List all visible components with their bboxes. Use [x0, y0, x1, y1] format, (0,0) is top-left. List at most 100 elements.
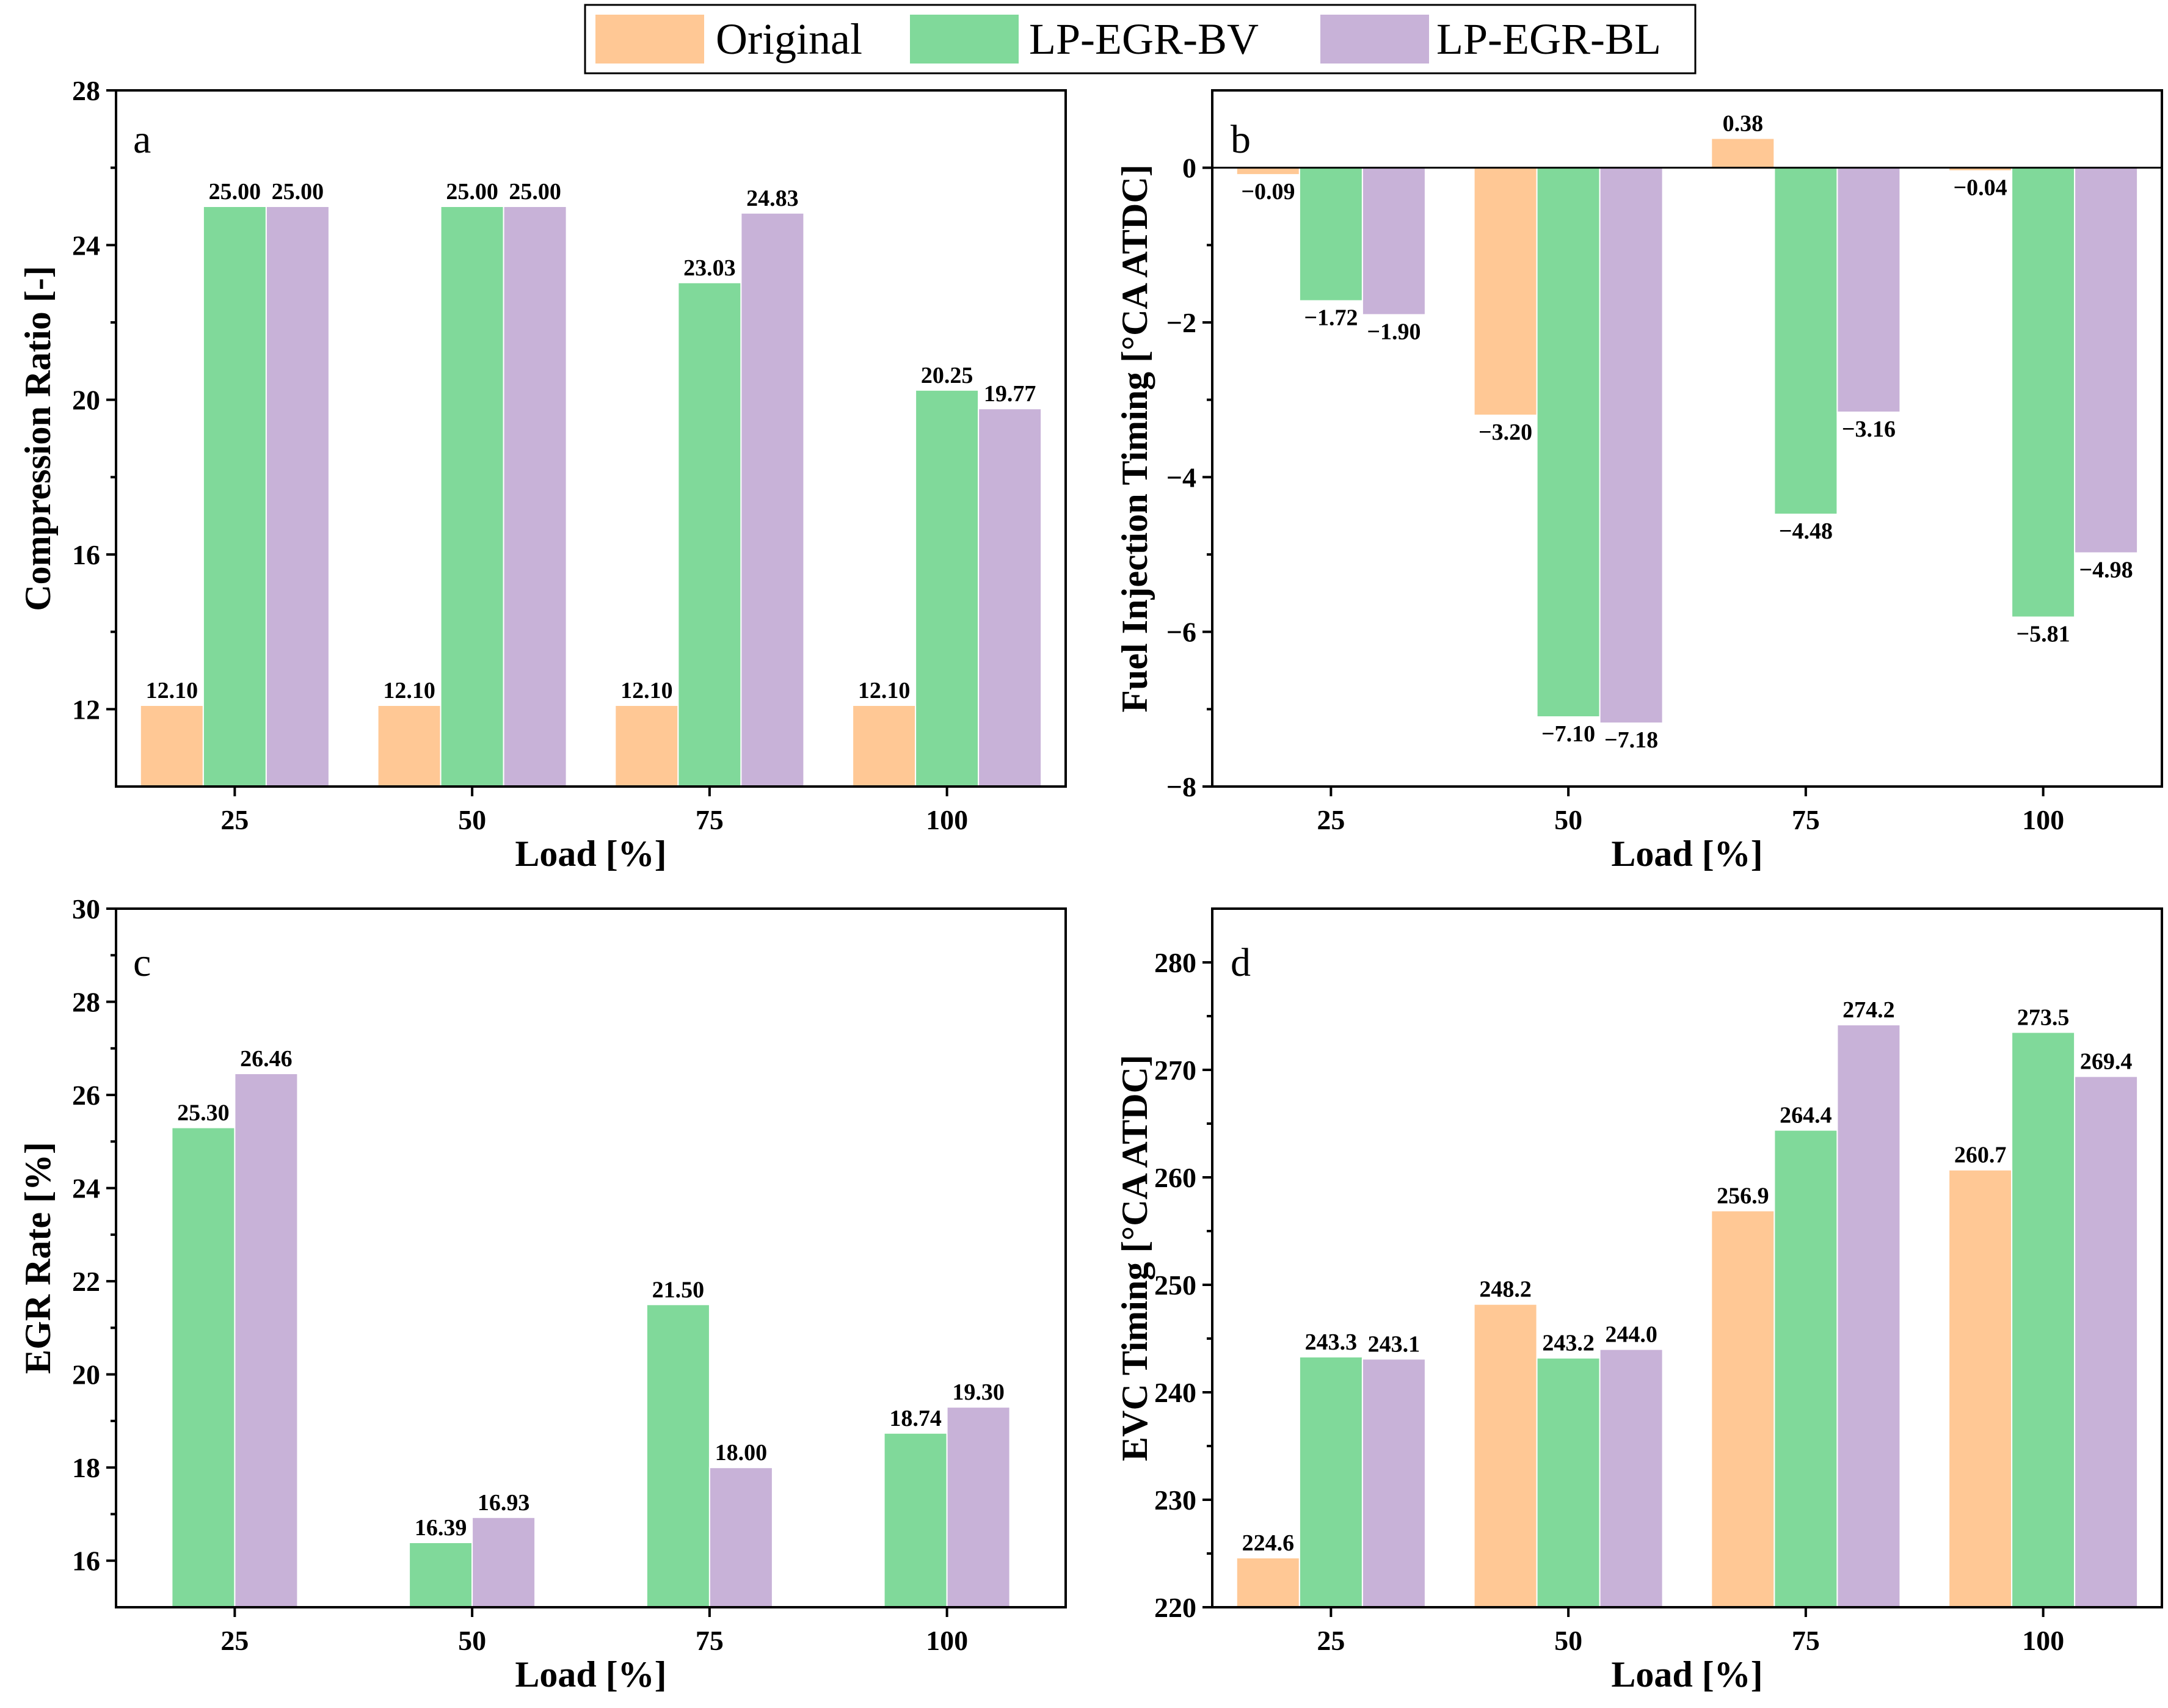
bar-d-lp-egr-bv-75	[1773, 1129, 1838, 1608]
y-tick-label-c: 20	[72, 1359, 100, 1390]
bar-a-lp-egr-bv-50	[440, 206, 504, 787]
y-tick-label-b: −6	[1166, 617, 1196, 648]
data-label-a-original-75: 12.10	[620, 678, 673, 703]
bar-b-lp-egr-bl-25	[1361, 167, 1426, 316]
bar-c-lp-egr-bv-25	[171, 1127, 236, 1608]
plot-frame-a	[115, 89, 1067, 788]
bar-a-lp-egr-bl-50	[503, 206, 567, 787]
data-label-c-lp-egr-bv-50: 16.39	[415, 1515, 467, 1541]
x-tick-label-c: 25	[220, 1625, 249, 1656]
y-tick-label-d: 260	[1154, 1162, 1196, 1193]
bar-b-original-25	[1235, 167, 1300, 176]
y-tick-label-d: 230	[1154, 1485, 1196, 1516]
y-tick-label-c: 26	[72, 1080, 100, 1111]
panel-letter-c: c	[133, 940, 151, 985]
bar-b-lp-egr-bl-75	[1836, 167, 1901, 413]
x-tick-label-d: 25	[1317, 1625, 1345, 1656]
data-label-a-lp-egr-bl-25: 25.00	[272, 179, 324, 205]
bar-a-lp-egr-bl-100	[978, 408, 1042, 787]
bar-a-lp-egr-bl-75	[740, 212, 805, 787]
y-axis-title-a: Compression Ratio [-]	[18, 266, 58, 611]
bar-b-lp-egr-bv-50	[1536, 167, 1601, 718]
bar-a-original-25	[139, 705, 204, 787]
data-label-c-lp-egr-bl-75: 18.00	[715, 1440, 768, 1466]
bar-d-original-25	[1235, 1557, 1300, 1608]
data-label-d-original-75: 256.9	[1717, 1183, 1769, 1209]
data-label-b-original-50: −3.20	[1479, 420, 1532, 445]
legend-label-lp-egr-bl: LP-EGR-BL	[1436, 15, 1661, 64]
panel-a: 12.10 12.10 12.10 12.10 25.00 25.00 23.03 20.25…	[18, 75, 1067, 874]
bar-a-lp-egr-bl-25	[265, 206, 330, 787]
bar-a-original-75	[614, 705, 679, 787]
x-tick-label-a: 75	[696, 804, 724, 835]
data-label-b-lp-egr-bl-25: −1.90	[1367, 319, 1420, 344]
data-label-a-original-100: 12.10	[858, 678, 911, 703]
bar-a-lp-egr-bv-75	[677, 282, 742, 787]
data-label-b-lp-egr-bv-75: −4.48	[1779, 518, 1833, 544]
legend-swatch-lp-egr-bv	[910, 15, 1019, 64]
y-tick-label-b: 0	[1182, 153, 1196, 184]
y-tick-label-a: 20	[72, 385, 100, 416]
bar-c-lp-egr-bv-100	[883, 1432, 948, 1608]
bar-a-lp-egr-bv-25	[202, 206, 267, 787]
bar-d-lp-egr-bv-100	[2011, 1031, 2076, 1608]
bar-c-lp-egr-bv-75	[646, 1304, 710, 1608]
data-label-b-lp-egr-bl-100: −4.98	[2079, 558, 2133, 583]
legend-label-lp-egr-bv: LP-EGR-BV	[1029, 15, 1259, 64]
data-label-a-lp-egr-bl-50: 25.00	[509, 179, 561, 205]
data-label-c-lp-egr-bl-50: 16.93	[478, 1490, 530, 1516]
bar-d-original-50	[1473, 1303, 1538, 1608]
legend: Original LP-EGR-BV LP-EGR-BL	[584, 4, 1697, 74]
legend-swatch-original	[595, 15, 704, 64]
y-tick-label-a: 28	[72, 75, 100, 106]
data-label-b-lp-egr-bv-50: −7.10	[1541, 721, 1595, 747]
data-label-c-lp-egr-bv-100: 18.74	[889, 1406, 942, 1431]
bar-b-lp-egr-bv-75	[1773, 167, 1838, 515]
data-label-d-lp-egr-bv-25: 243.3	[1305, 1329, 1358, 1355]
bar-c-lp-egr-bl-25	[234, 1073, 299, 1608]
data-label-c-lp-egr-bl-25: 26.46	[240, 1046, 293, 1072]
bar-d-lp-egr-bl-75	[1836, 1024, 1901, 1608]
bar-b-lp-egr-bl-100	[2074, 167, 2139, 554]
x-tick-label-b: 50	[1554, 804, 1582, 835]
x-axis-title-d: Load [%]	[1611, 1654, 1762, 1695]
x-tick-label-a: 25	[220, 804, 249, 835]
y-tick-label-c: 30	[72, 893, 100, 925]
legend-label-original: Original	[716, 15, 862, 64]
y-tick-label-a: 12	[72, 694, 100, 725]
y-tick-label-b: −8	[1166, 771, 1196, 802]
bar-b-original-75	[1711, 137, 1775, 169]
data-label-c-lp-egr-bl-100: 19.30	[952, 1379, 1005, 1405]
y-tick-label-c: 22	[72, 1266, 100, 1297]
data-label-c-lp-egr-bv-25: 25.30	[177, 1100, 230, 1126]
y-tick-label-d: 280	[1154, 947, 1196, 978]
bar-b-lp-egr-bv-100	[2011, 167, 2076, 618]
data-label-d-original-50: 248.2	[1479, 1277, 1532, 1303]
bar-d-lp-egr-bl-100	[2074, 1075, 2139, 1608]
x-tick-label-c: 100	[926, 1625, 968, 1656]
y-tick-label-b: −2	[1166, 307, 1196, 338]
x-tick-label-b: 25	[1317, 804, 1345, 835]
data-label-a-lp-egr-bl-75: 24.83	[746, 186, 799, 211]
y-tick-label-b: −4	[1166, 462, 1196, 493]
x-tick-label-b: 75	[1792, 804, 1820, 835]
bar-a-original-100	[852, 705, 917, 787]
data-label-a-original-50: 12.10	[383, 678, 435, 703]
data-label-d-lp-egr-bl-100: 269.4	[2080, 1049, 2133, 1075]
y-tick-label-a: 24	[72, 230, 100, 261]
data-label-a-lp-egr-bv-25: 25.00	[209, 179, 261, 205]
bar-a-lp-egr-bv-100	[915, 389, 980, 787]
data-label-b-lp-egr-bl-50: −7.18	[1604, 727, 1658, 753]
data-label-b-lp-egr-bv-100: −5.81	[2017, 622, 2070, 647]
panel-letter-b: b	[1231, 117, 1251, 162]
data-label-a-lp-egr-bv-50: 25.00	[446, 179, 498, 205]
x-tick-label-a: 50	[458, 804, 486, 835]
chart-panels: 12.10 12.10 12.10 12.10 25.00 25.00 23.03 20.25…	[18, 75, 2163, 1695]
panel-c: 25.30 16.39 21.50 18.74 26.46 16.93 18.00 19.30…	[18, 893, 1067, 1695]
x-tick-label-d: 100	[2022, 1625, 2064, 1656]
data-label-d-original-25: 224.6	[1242, 1530, 1295, 1556]
data-label-c-lp-egr-bv-75: 21.50	[652, 1277, 705, 1303]
bar-c-lp-egr-bl-75	[708, 1467, 773, 1608]
legend-box	[584, 4, 1697, 74]
